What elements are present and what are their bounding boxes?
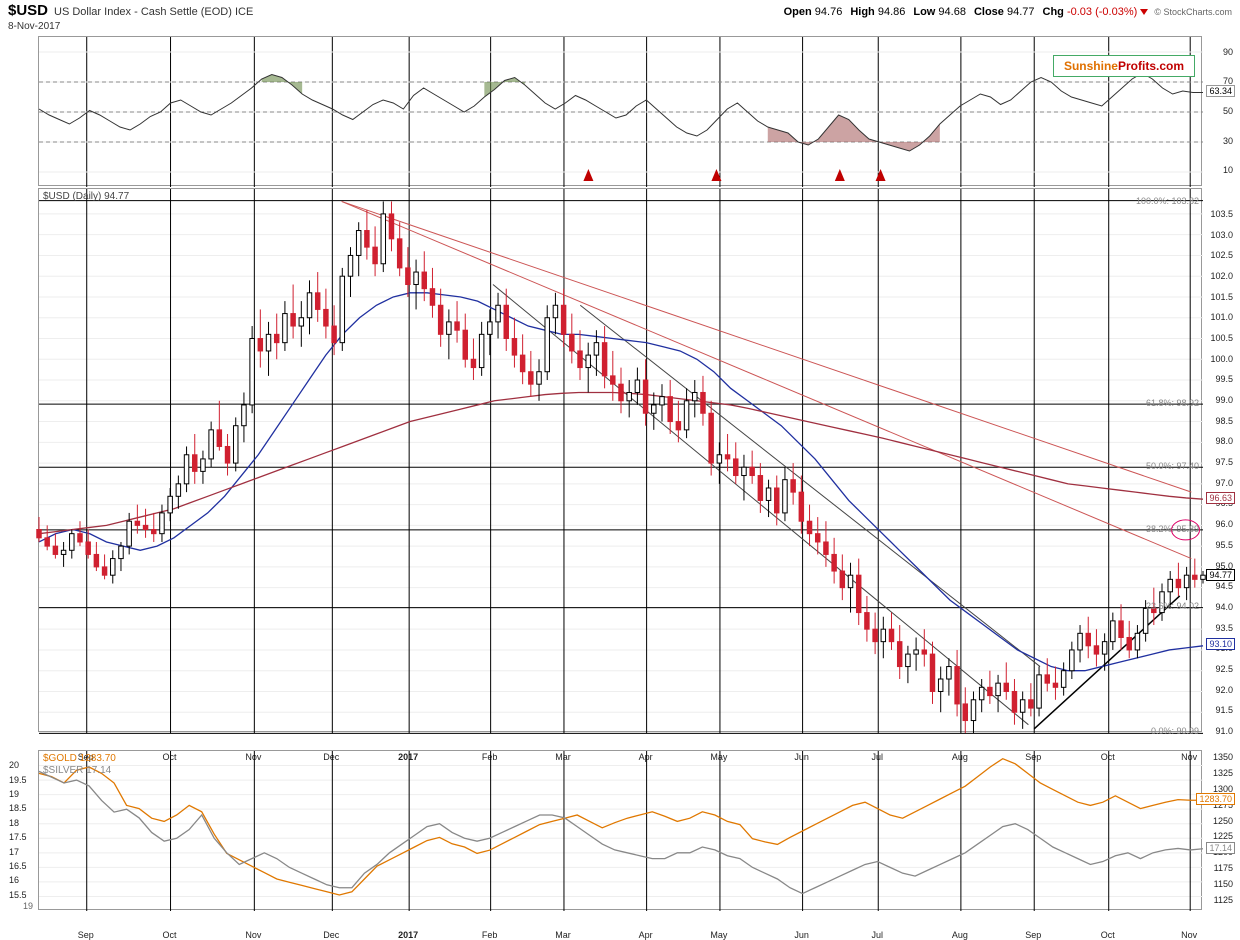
watermark-badge: SunshineProfits.com — [1053, 55, 1195, 77]
gold-silver-panel: $GOLD 1283.70 $SILVER 17.14 19 15.51616.… — [38, 750, 1202, 910]
main-legend: $USD (Daily) 94.77 — [43, 191, 129, 202]
rsi-panel: SunshineProfits.com 103050709063.34 — [38, 36, 1202, 186]
symbol: $USD — [8, 2, 48, 19]
price-panel: $USD (Daily) 94.77 91.091.592.092.593.09… — [38, 188, 1202, 732]
symbol-desc: US Dollar Index - Cash Settle (EOD) ICE — [54, 6, 253, 18]
gold-legend: $GOLD 1283.70 — [43, 753, 116, 764]
chart-header: $USD US Dollar Index - Cash Settle (EOD)… — [0, 0, 1240, 21]
copyright: © StockCharts.com — [1154, 7, 1232, 17]
silver-legend: $SILVER 17.14 — [43, 765, 111, 776]
chart-date: 8-Nov-2017 — [0, 21, 1240, 32]
ohlc-readout: Open 94.76 High 94.86 Low 94.68 Close 94… — [784, 6, 1149, 18]
